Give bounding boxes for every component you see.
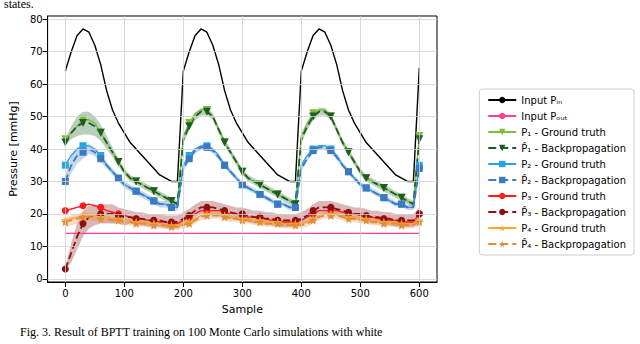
svg-text:P₁ - Ground truth: P₁ - Ground truth [521,127,606,138]
svg-text:Input Pᵢₙ: Input Pᵢₙ [521,95,562,106]
svg-text:Input Pₒᵤₜ: Input Pₒᵤₜ [521,111,567,122]
svg-text:Pressure [mmHg]: Pressure [mmHg] [7,101,20,197]
svg-text:P̂₄ - Backpropagation: P̂₄ - Backpropagation [521,238,626,250]
svg-text:10: 10 [30,241,43,252]
svg-text:40: 40 [30,144,43,155]
svg-text:20: 20 [30,208,43,219]
svg-text:500: 500 [351,288,370,299]
svg-text:P₃ - Ground truth: P₃ - Ground truth [521,191,606,202]
svg-text:0: 0 [36,273,42,284]
svg-text:0: 0 [62,288,68,299]
svg-text:60: 60 [30,79,43,90]
svg-text:100: 100 [115,288,134,299]
svg-text:600: 600 [410,288,429,299]
svg-text:Sample: Sample [222,303,263,316]
svg-text:P̂₁ - Backpropagation: P̂₁ - Backpropagation [521,142,626,154]
svg-text:300: 300 [233,288,252,299]
svg-text:P₂ - Ground truth: P₂ - Ground truth [521,159,606,170]
svg-text:P̂₂ - Backpropagation: P̂₂ - Backpropagation [521,174,626,186]
svg-text:states.: states. [4,0,34,11]
svg-text:400: 400 [292,288,311,299]
svg-text:70: 70 [30,46,43,57]
svg-text:80: 80 [30,14,43,25]
svg-text:30: 30 [30,176,43,187]
svg-text:Fig. 3. Result of BPTT trainin: Fig. 3. Result of BPTT training on 100 M… [20,325,382,339]
svg-text:P̂₃ - Backpropagation: P̂₃ - Backpropagation [521,206,626,218]
svg-text:P₄ - Ground truth: P₄ - Ground truth [521,223,606,234]
svg-text:50: 50 [30,111,43,122]
svg-text:200: 200 [174,288,193,299]
